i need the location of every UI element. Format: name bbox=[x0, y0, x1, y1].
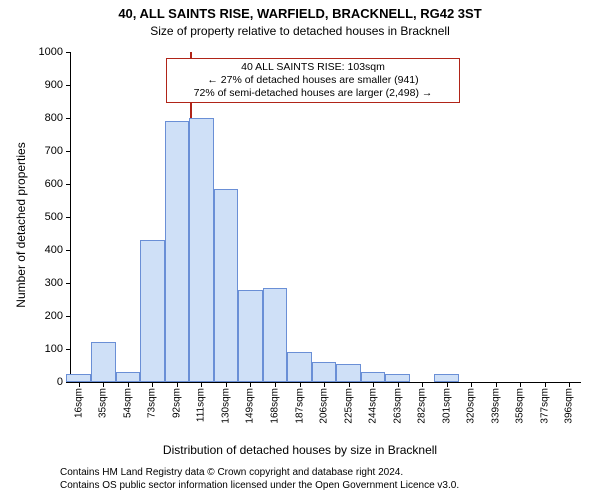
xtick-label: 54sqm bbox=[122, 388, 133, 418]
histogram-bar bbox=[385, 374, 410, 382]
xtick-mark bbox=[103, 382, 104, 387]
xtick-mark bbox=[79, 382, 80, 387]
xtick-mark bbox=[398, 382, 399, 387]
chart-title-address: 40, ALL SAINTS RISE, WARFIELD, BRACKNELL… bbox=[0, 6, 600, 21]
ytick-label: 0 bbox=[57, 376, 63, 388]
xtick-label: 301sqm bbox=[441, 388, 452, 424]
histogram-bar bbox=[116, 372, 141, 382]
xtick-label: 244sqm bbox=[368, 388, 379, 424]
histogram-bar bbox=[312, 362, 337, 382]
footer-line2: Contains OS public sector information li… bbox=[60, 479, 459, 492]
chart-title-desc: Size of property relative to detached ho… bbox=[0, 24, 600, 38]
histogram-bar bbox=[189, 118, 214, 382]
xtick-mark bbox=[422, 382, 423, 387]
xtick-label: 35sqm bbox=[98, 388, 109, 418]
xtick-mark bbox=[520, 382, 521, 387]
xtick-mark bbox=[545, 382, 546, 387]
histogram-bar bbox=[361, 372, 386, 382]
xtick-mark bbox=[471, 382, 472, 387]
annot-line2: ← 27% of detached houses are smaller (94… bbox=[173, 74, 453, 87]
ytick-label: 1000 bbox=[39, 46, 63, 58]
histogram-bar bbox=[165, 121, 190, 382]
histogram-bar bbox=[91, 342, 116, 382]
ytick-label: 700 bbox=[45, 145, 63, 157]
ytick-mark bbox=[66, 184, 71, 185]
ytick-label: 800 bbox=[45, 112, 63, 124]
histogram-bar bbox=[336, 364, 361, 382]
xtick-label: 73sqm bbox=[147, 388, 158, 418]
xtick-mark bbox=[128, 382, 129, 387]
xtick-label: 16sqm bbox=[73, 388, 84, 418]
xtick-label: 111sqm bbox=[196, 388, 207, 422]
histogram-bar bbox=[214, 189, 239, 382]
histogram-bar bbox=[287, 352, 312, 382]
xtick-mark bbox=[300, 382, 301, 387]
xtick-label: 168sqm bbox=[270, 388, 281, 424]
ytick-label: 500 bbox=[45, 211, 63, 223]
ytick-mark bbox=[66, 217, 71, 218]
xtick-mark bbox=[324, 382, 325, 387]
xtick-label: 263sqm bbox=[392, 388, 403, 424]
xtick-label: 377sqm bbox=[539, 388, 550, 424]
histogram-bar bbox=[140, 240, 165, 382]
xtick-label: 92sqm bbox=[171, 388, 182, 418]
footer-line1: Contains HM Land Registry data © Crown c… bbox=[60, 466, 459, 479]
xtick-label: 149sqm bbox=[245, 388, 256, 424]
xtick-label: 358sqm bbox=[515, 388, 526, 424]
annot-line3: 72% of semi-detached houses are larger (… bbox=[173, 87, 453, 100]
xtick-label: 396sqm bbox=[564, 388, 575, 424]
xtick-mark bbox=[226, 382, 227, 387]
histogram-bar bbox=[263, 288, 288, 382]
annotation-box: 40 ALL SAINTS RISE: 103sqm ← 27% of deta… bbox=[166, 58, 460, 103]
xtick-mark bbox=[275, 382, 276, 387]
ytick-mark bbox=[66, 316, 71, 317]
xtick-mark bbox=[569, 382, 570, 387]
xtick-label: 187sqm bbox=[294, 388, 305, 424]
xtick-label: 339sqm bbox=[490, 388, 501, 424]
y-axis-label: Number of detached properties bbox=[14, 70, 28, 380]
ytick-label: 200 bbox=[45, 310, 63, 322]
xtick-mark bbox=[447, 382, 448, 387]
ytick-label: 400 bbox=[45, 244, 63, 256]
histogram-bar bbox=[238, 290, 263, 382]
xtick-mark bbox=[250, 382, 251, 387]
xtick-label: 320sqm bbox=[466, 388, 477, 424]
ytick-mark bbox=[66, 151, 71, 152]
xtick-mark bbox=[373, 382, 374, 387]
histogram-bar bbox=[66, 374, 91, 382]
annot-line1: 40 ALL SAINTS RISE: 103sqm bbox=[173, 61, 453, 74]
ytick-mark bbox=[66, 283, 71, 284]
xtick-label: 130sqm bbox=[220, 388, 231, 424]
xtick-mark bbox=[177, 382, 178, 387]
histogram-plot: 40 ALL SAINTS RISE: 103sqm ← 27% of deta… bbox=[70, 52, 581, 383]
xtick-mark bbox=[349, 382, 350, 387]
ytick-label: 900 bbox=[45, 79, 63, 91]
ytick-mark bbox=[66, 250, 71, 251]
footer-attribution: Contains HM Land Registry data © Crown c… bbox=[60, 466, 459, 492]
ytick-label: 100 bbox=[45, 343, 63, 355]
ytick-label: 300 bbox=[45, 277, 63, 289]
xtick-label: 206sqm bbox=[319, 388, 330, 424]
xtick-label: 225sqm bbox=[343, 388, 354, 424]
ytick-mark bbox=[66, 52, 71, 53]
x-axis-label: Distribution of detached houses by size … bbox=[0, 443, 600, 457]
xtick-mark bbox=[496, 382, 497, 387]
xtick-mark bbox=[201, 382, 202, 387]
xtick-mark bbox=[152, 382, 153, 387]
ytick-mark bbox=[66, 349, 71, 350]
ytick-label: 600 bbox=[45, 178, 63, 190]
ytick-mark bbox=[66, 382, 71, 383]
xtick-label: 282sqm bbox=[417, 388, 428, 424]
ytick-mark bbox=[66, 85, 71, 86]
ytick-mark bbox=[66, 118, 71, 119]
histogram-bar bbox=[434, 374, 459, 382]
